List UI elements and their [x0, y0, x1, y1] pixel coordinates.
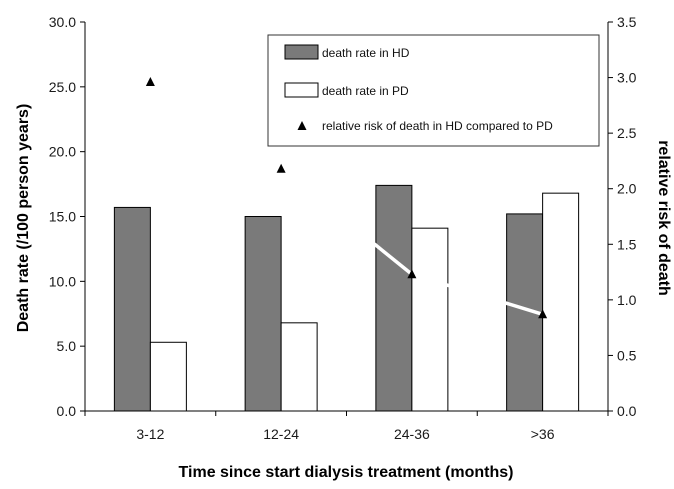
y2-tick-label: 2.0: [617, 181, 637, 197]
bar-pd: [149, 341, 187, 412]
y-tick-label: 20.0: [49, 144, 76, 160]
legend-frame: [267, 34, 600, 147]
bar-pd: [411, 227, 449, 412]
y2-tick-label: 1.0: [617, 292, 637, 308]
y2-tick-label: 0.5: [617, 347, 637, 363]
x-axis-title: Time since start dialysis treatment (mon…: [179, 464, 514, 481]
y2-axis-title: relative risk of death: [655, 140, 672, 296]
x-category-label: 12-24: [263, 426, 299, 442]
y-tick-label: 0.0: [57, 403, 77, 419]
y-axis-title: Death rate (/100 person years): [15, 104, 32, 333]
bar-hd: [113, 206, 151, 412]
rr-marker: [145, 77, 155, 87]
x-category-label: >36: [531, 426, 555, 442]
bar-pd: [542, 192, 580, 412]
legend-swatch-pd: [284, 82, 319, 98]
legend-label-hd: death rate in HD: [322, 46, 410, 60]
rr-marker: [407, 269, 417, 279]
legend-label-pd: death rate in PD: [322, 84, 409, 98]
y-tick-label: 15.0: [49, 209, 76, 225]
y-tick-label: 30.0: [49, 14, 76, 30]
y2-tick-label: 3.5: [617, 14, 637, 30]
rr-marker: [538, 309, 548, 319]
y2-tick-label: 2.5: [617, 125, 637, 141]
legend-swatch-rr-marker: [297, 121, 307, 130]
legend: death rate in HD death rate in PD relati…: [267, 34, 600, 147]
rr-marker: [276, 163, 286, 173]
y2-tick-label: 0.0: [617, 403, 637, 419]
bar-hd: [244, 216, 282, 412]
y2-tick-label: 1.5: [617, 236, 637, 252]
rr-line: [149, 80, 544, 316]
x-category-label: 24-36: [394, 426, 430, 442]
y-tick-label: 25.0: [49, 79, 76, 95]
y-tick-label: 10.0: [49, 273, 76, 289]
y-tick-label: 5.0: [57, 338, 77, 354]
x-category-label: 3-12: [136, 426, 164, 442]
legend-swatch-hd: [284, 44, 319, 60]
legend-label-rr: relative risk of death in HD compared to…: [322, 119, 553, 133]
bar-pd: [280, 322, 318, 412]
y2-tick-label: 3.0: [617, 70, 637, 86]
bar-hd: [375, 184, 413, 412]
